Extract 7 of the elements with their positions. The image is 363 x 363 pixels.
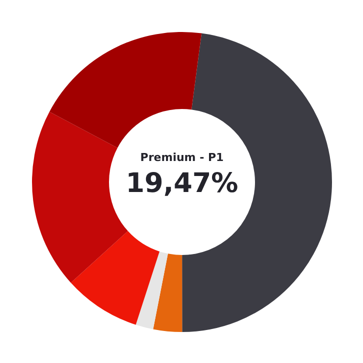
donut-slice [32,112,128,283]
donut-slice [153,254,182,332]
donut-slice [70,231,160,325]
donut-slice [136,251,168,330]
donut-slice [49,32,202,148]
text: 19,47% [124,167,240,201]
text: Premium - P1 [139,150,225,166]
